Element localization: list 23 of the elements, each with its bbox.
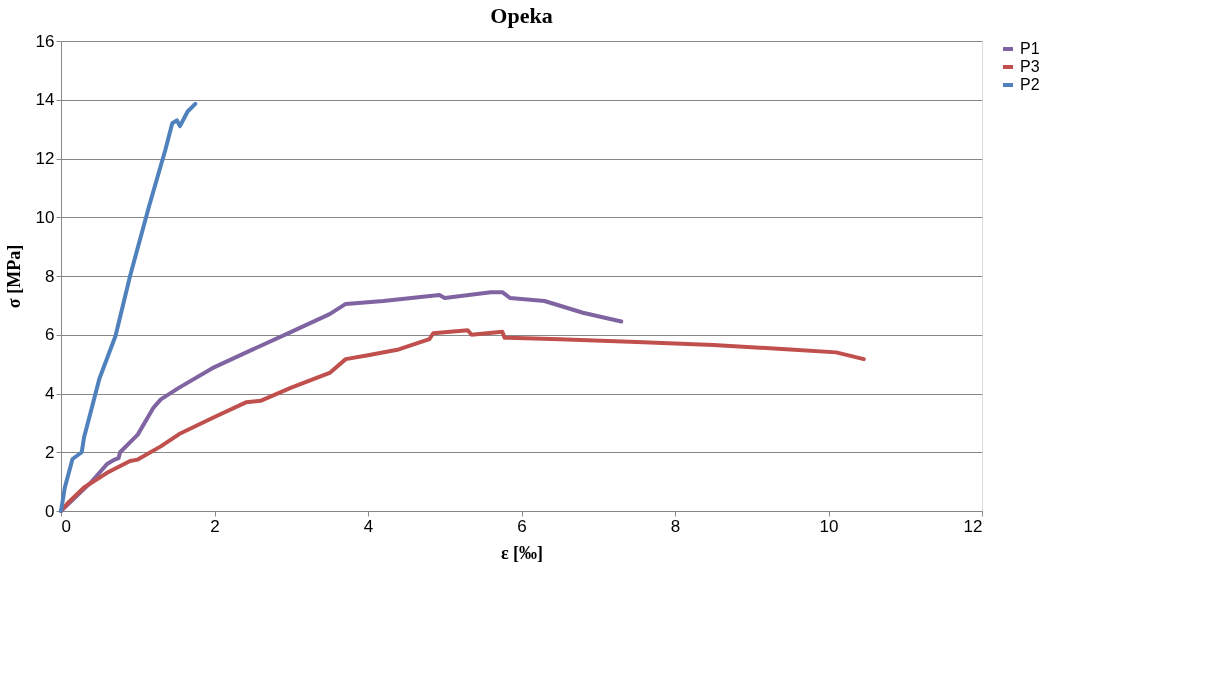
y-tick-label: 10 [35,207,55,227]
legend-label: P3 [1020,58,1040,75]
y-axis-title: σ [MPa] [3,244,24,309]
x-tick-label: 12 [963,516,983,536]
y-tick-label: 2 [45,442,55,462]
y-tick-label: 0 [45,501,55,521]
y-tick-label: 16 [35,31,55,51]
x-tick-label: 0 [61,516,71,536]
legend-label: P2 [1020,76,1040,93]
y-tick-label: 4 [45,384,55,403]
y-tick-label: 12 [35,149,55,168]
y-tick-label: 6 [45,325,55,345]
x-tick-label: 2 [210,516,220,536]
chart-title: Opeka [490,3,553,28]
x-axis-title: ε [‰] [500,542,544,563]
y-tick-label: 8 [45,266,55,286]
x-tick-label: 6 [517,516,527,536]
line-series [59,101,198,513]
legend-label: P1 [1020,40,1040,57]
y-tick-label: 14 [35,90,55,110]
x-tick-label: 4 [363,516,374,536]
x-tick-label: 8 [670,516,681,536]
x-tick-label: 10 [819,516,839,536]
